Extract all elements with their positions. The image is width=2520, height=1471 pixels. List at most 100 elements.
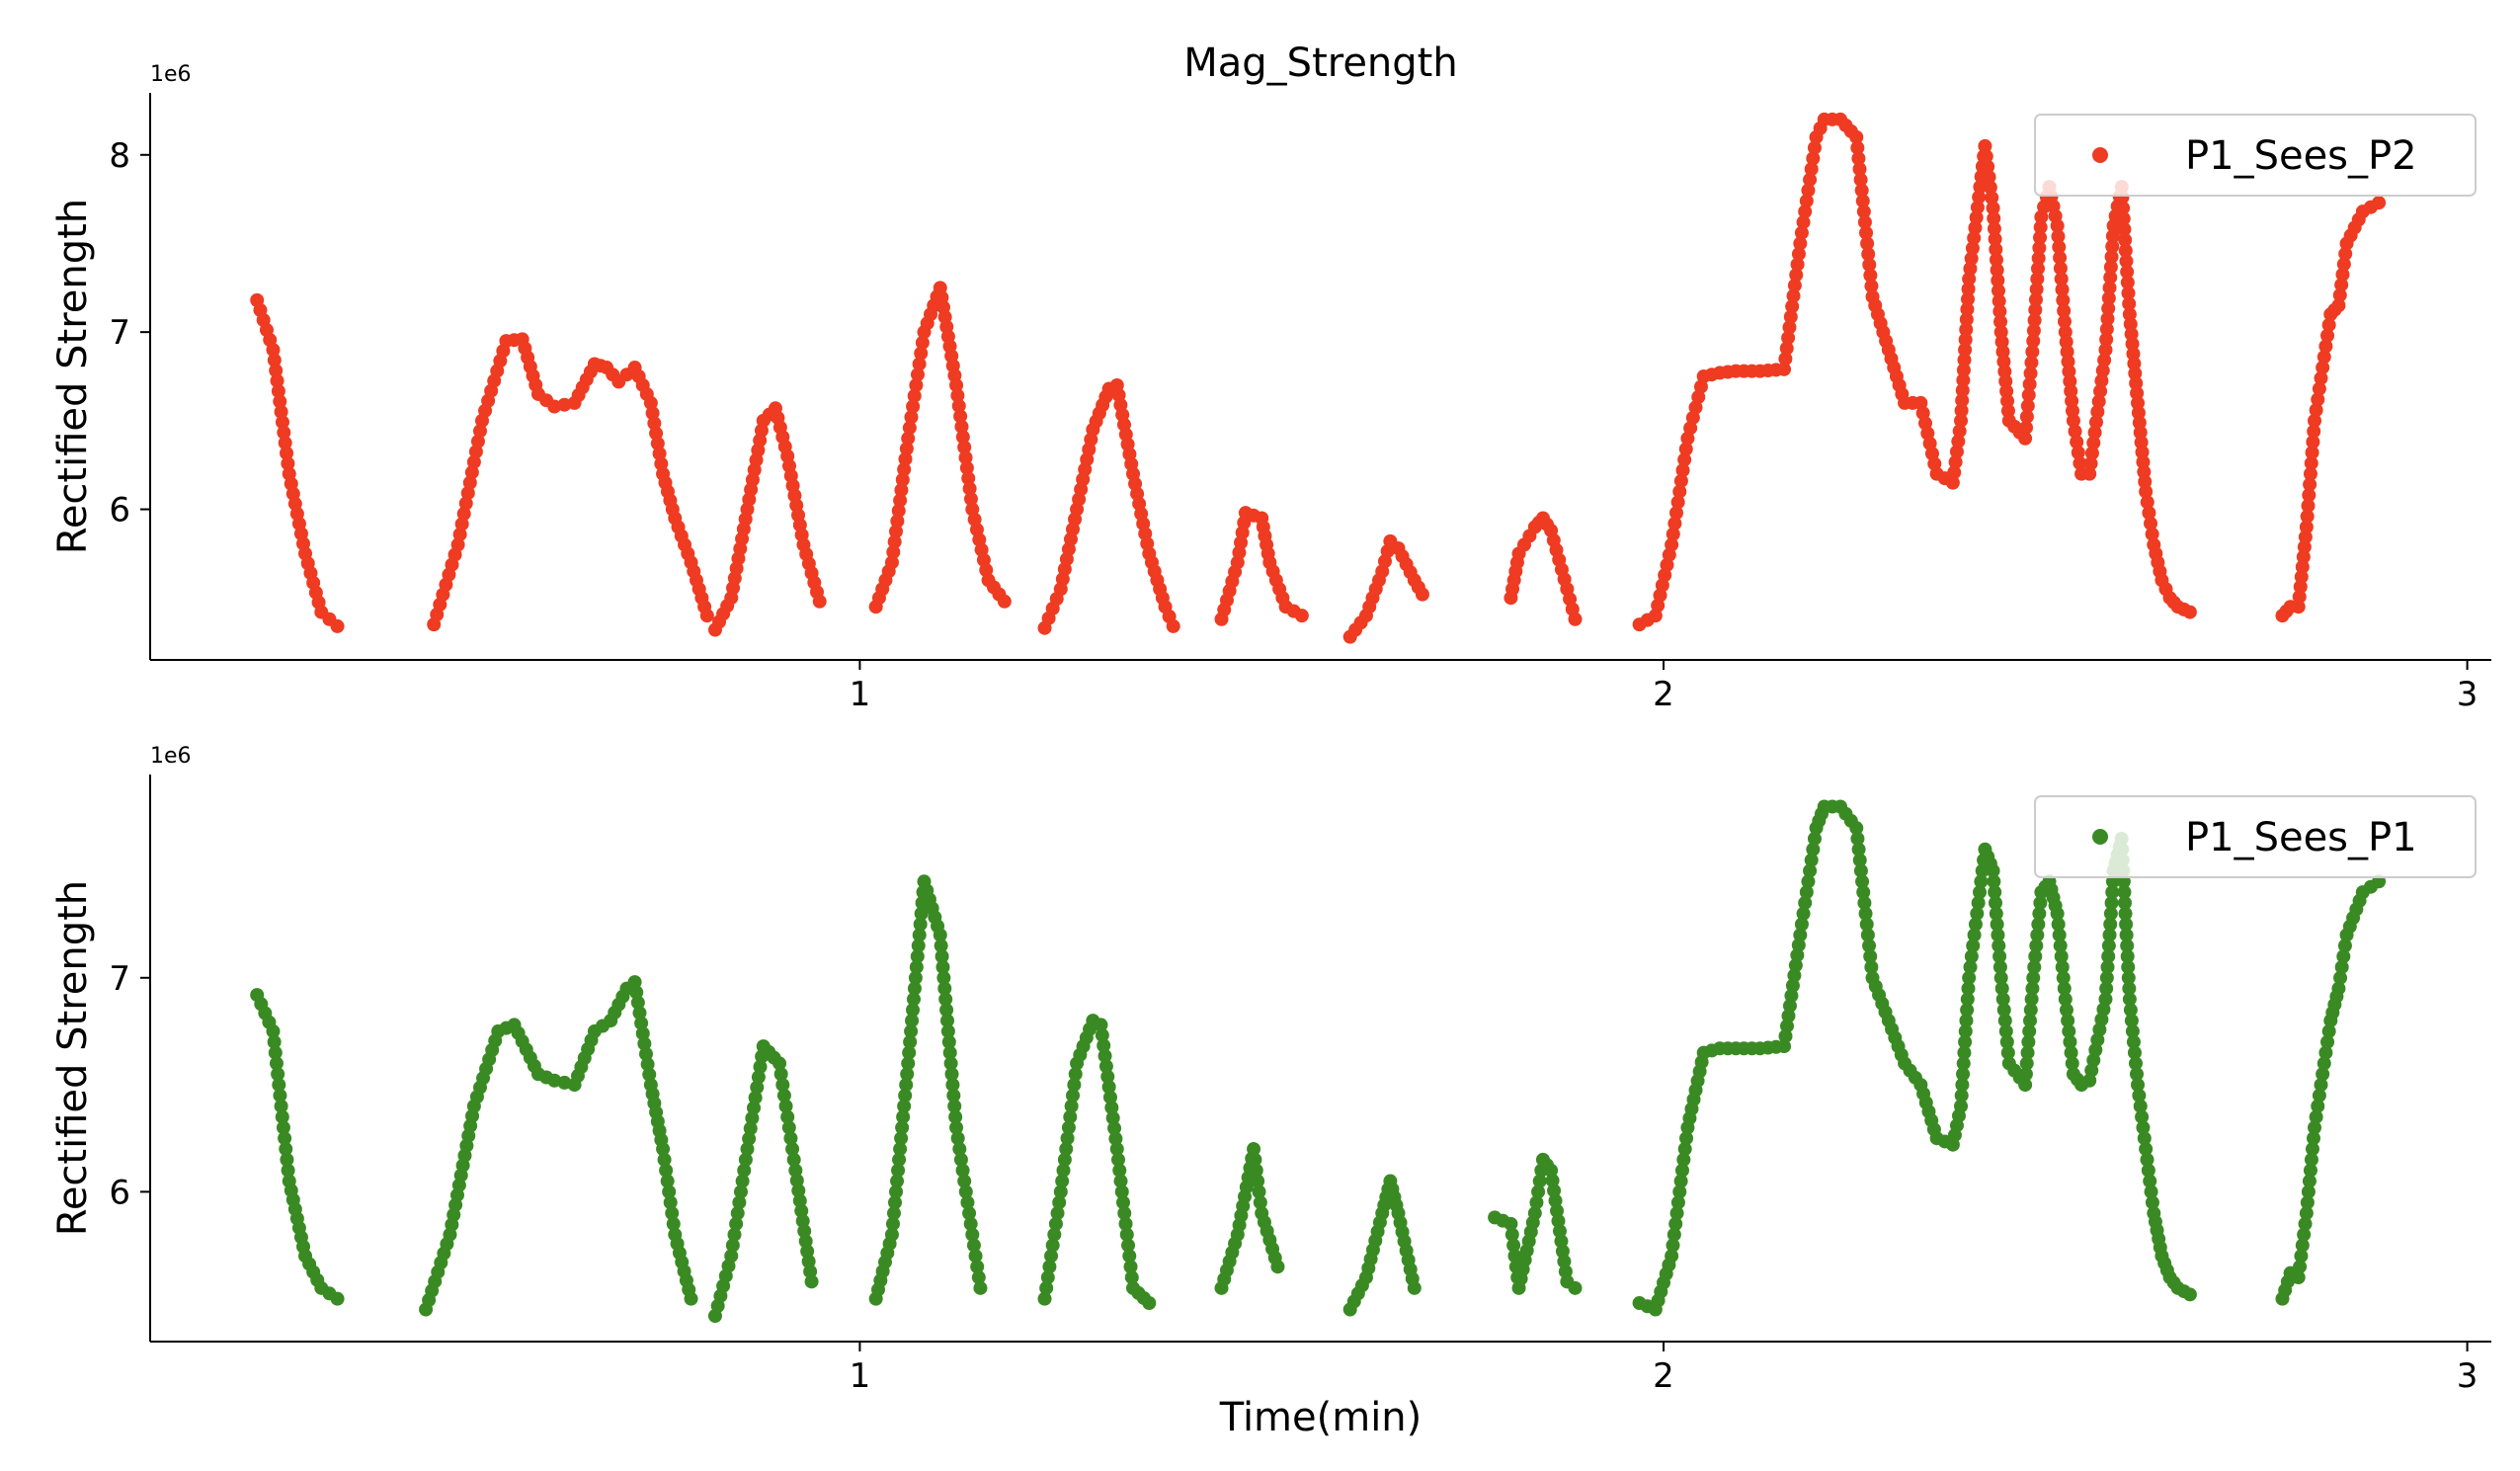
data-point (2302, 488, 2317, 503)
data-point (1040, 1270, 1055, 1285)
data-point (1959, 322, 1974, 337)
data-point (2121, 970, 2136, 985)
data-point (2032, 240, 2047, 255)
data-point (1856, 204, 1871, 219)
data-point (1996, 1003, 2011, 1018)
data-point (1954, 1088, 1969, 1103)
data-point (1665, 537, 1679, 552)
data-point (1852, 162, 1867, 177)
data-point (1955, 1078, 1970, 1093)
data-point (901, 431, 916, 446)
data-point (1782, 320, 1797, 335)
data-point (2309, 403, 2323, 418)
data-point (666, 1216, 681, 1231)
data-point (970, 1260, 985, 1274)
data-point (1252, 1185, 1266, 1199)
data-point (2317, 1056, 2331, 1071)
data-point (963, 1216, 978, 1231)
data-point (1676, 1152, 1691, 1167)
data-point (2120, 939, 2135, 953)
data-point (2303, 466, 2317, 481)
data-point (1853, 863, 1868, 878)
data-point (938, 992, 953, 1007)
data-point (2090, 404, 2105, 419)
x-tick-label: 3 (2457, 675, 2479, 714)
data-point (269, 1056, 284, 1071)
data-point (1102, 1090, 1117, 1104)
data-point (1794, 225, 1809, 240)
data-point (1142, 1296, 1157, 1311)
data-point (1098, 1059, 1113, 1074)
data-point (1685, 410, 1700, 425)
x-tick-label: 2 (1653, 675, 1674, 714)
data-point (950, 1131, 965, 1146)
data-point (1558, 1265, 1573, 1279)
data-point (1849, 129, 1864, 144)
data-point (2122, 992, 2137, 1007)
data-point (1851, 151, 1866, 166)
data-point (1531, 1185, 1546, 1199)
data-point (940, 1023, 955, 1038)
data-point (1852, 853, 1867, 867)
data-point (2033, 230, 2048, 245)
data-point (1124, 1270, 1139, 1285)
data-point (1860, 928, 1875, 942)
data-point (1992, 939, 2006, 953)
data-point (907, 388, 922, 403)
legend: P1_Sees_P1 (2034, 795, 2477, 878)
data-point (789, 1173, 804, 1187)
data-point (2101, 301, 2116, 316)
data-point (1857, 895, 1872, 910)
data-point (898, 451, 913, 466)
data-point (1113, 1174, 1128, 1188)
data-point (464, 465, 479, 480)
data-point (1951, 434, 1966, 449)
data-point (1796, 214, 1811, 229)
data-point (800, 1244, 815, 1259)
data-point (948, 1109, 963, 1124)
data-point (900, 1067, 915, 1082)
data-point (947, 1099, 962, 1113)
data-point (894, 1131, 909, 1146)
data-point (899, 442, 914, 456)
data-point (2062, 1023, 2076, 1038)
data-point (1973, 180, 1988, 195)
data-point (1862, 939, 1877, 953)
data-point (1855, 194, 1870, 208)
data-point (2103, 270, 2118, 285)
data-point (1677, 452, 1692, 467)
data-point (1107, 1121, 1122, 1136)
data-point (1850, 831, 1865, 846)
data-point (1963, 959, 1978, 974)
data-point (2291, 600, 2306, 614)
data-point (2057, 981, 2072, 996)
data-point (2145, 1195, 2159, 1210)
data-point (2117, 222, 2132, 237)
data-point (2311, 1099, 2325, 1113)
data-point (472, 424, 487, 439)
data-point (278, 436, 292, 450)
data-point (1551, 1213, 1566, 1228)
data-point (2103, 917, 2118, 932)
data-point (1061, 1120, 1076, 1135)
data-point (2145, 527, 2159, 541)
data-point (2026, 323, 2041, 338)
data-point (2071, 446, 2085, 460)
data-point (1047, 1227, 1062, 1242)
data-point (1988, 231, 2002, 246)
data-point (2116, 211, 2131, 226)
data-point (1781, 1009, 1796, 1023)
data-point (724, 1249, 739, 1264)
data-point (1787, 278, 1802, 292)
data-point (2102, 928, 2117, 942)
data-point (1095, 1027, 1109, 1042)
data-point (1123, 1260, 1138, 1274)
data-point (2054, 272, 2069, 286)
data-point (1987, 874, 2001, 889)
data-point (1777, 1039, 1792, 1054)
data-point (1861, 247, 1876, 262)
data-point (942, 1045, 957, 1060)
data-point (2338, 246, 2353, 261)
data-point (2121, 959, 2136, 974)
data-point (1972, 190, 1987, 204)
